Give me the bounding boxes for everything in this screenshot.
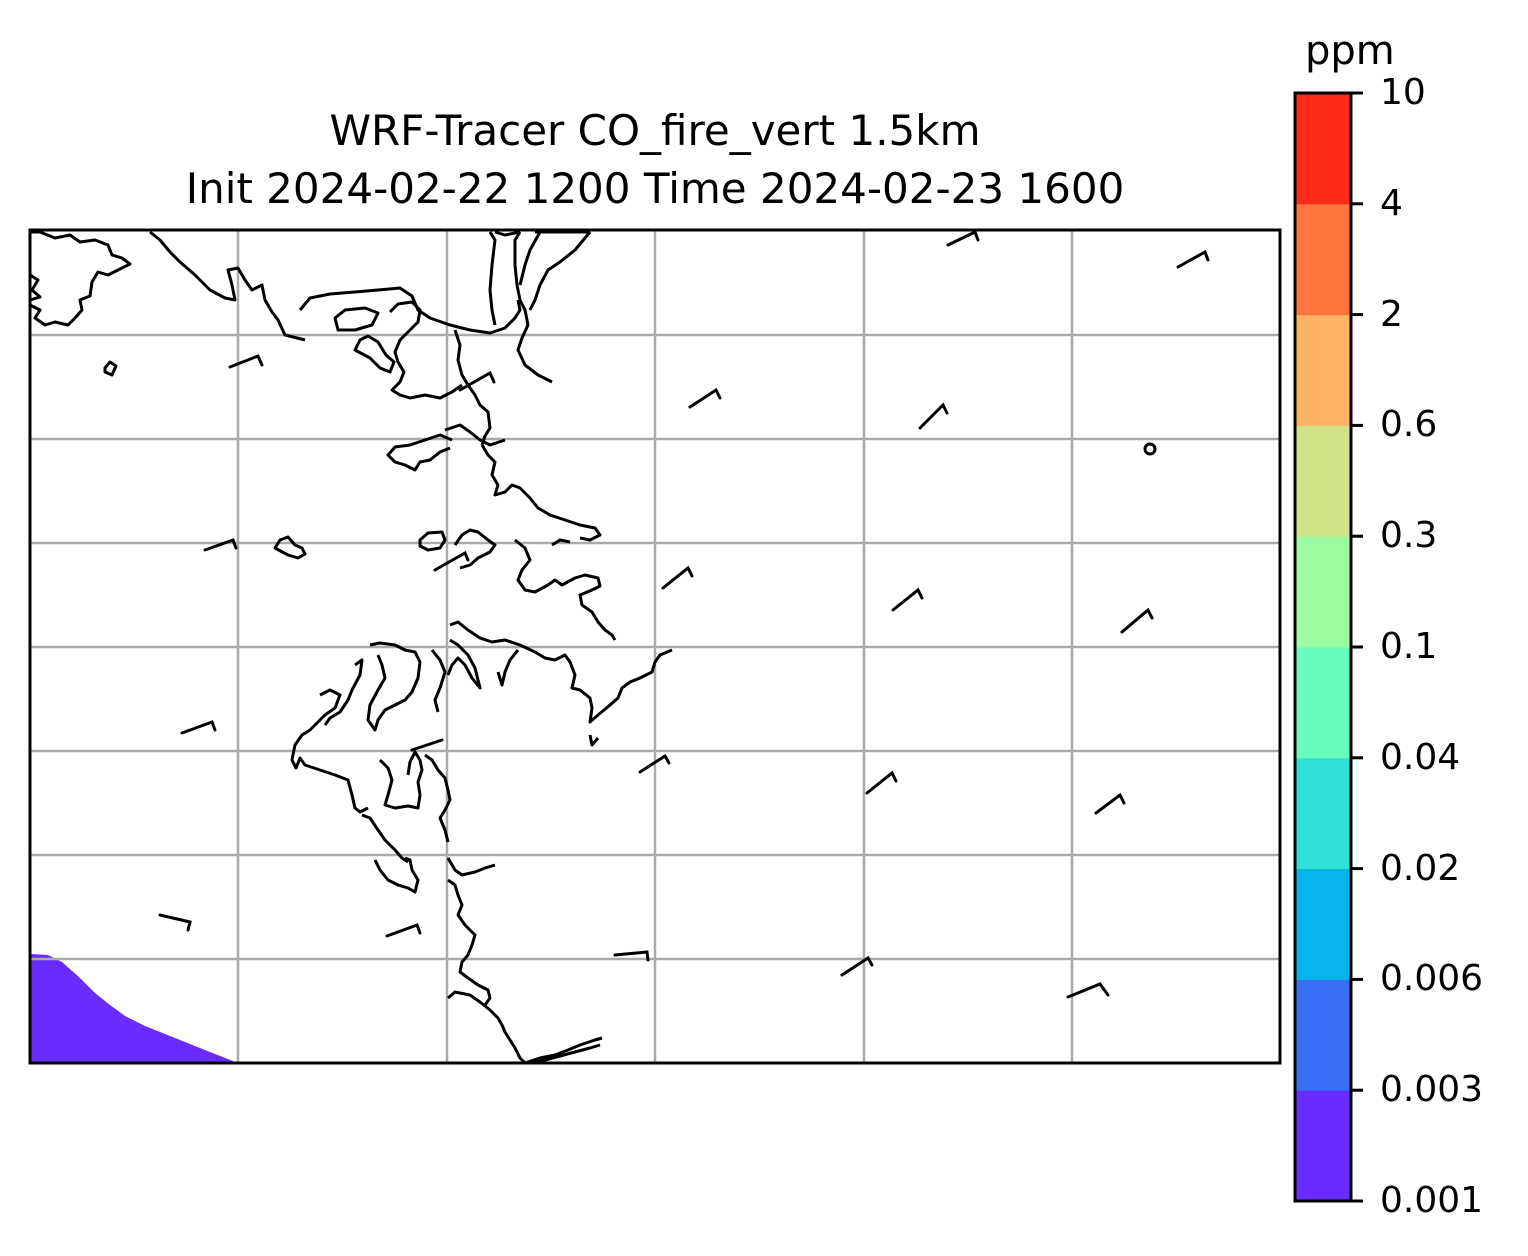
title-line-2: Init 2024-02-22 1200 Time 2024-02-23 160… (185, 164, 1125, 213)
wind-barb (1066, 982, 1110, 999)
wind-barb (158, 913, 192, 932)
colorbar-ticks (1351, 91, 1363, 1203)
colorbar-band (1295, 314, 1351, 426)
colorbar-tick-label: 0.1 (1380, 626, 1438, 667)
wind-barb (1176, 249, 1210, 269)
wind-barb (661, 565, 694, 590)
colorbar-tick-label: 10 (1380, 72, 1426, 113)
wind-barb (180, 720, 217, 735)
colorbar-tick-label: 0.001 (1380, 1180, 1484, 1221)
colorbar-tick-label: 0.3 (1380, 515, 1438, 557)
wind-barb (228, 354, 264, 369)
wind-barb (891, 587, 924, 612)
wind-barb (433, 550, 470, 572)
coastline (29, 230, 1157, 1065)
colorbar-band (1295, 203, 1351, 316)
wind-barb (385, 923, 422, 938)
wind-barb (638, 753, 671, 774)
wind-barb (688, 387, 722, 409)
map-frame (28, 228, 1282, 1065)
colorbar-band (1295, 868, 1351, 980)
colorbar-tick-label: 2 (1380, 293, 1403, 335)
wind-barb (613, 950, 650, 962)
wind-barbs (158, 229, 1210, 999)
colorbar-band (1295, 425, 1351, 537)
wind-barb (840, 955, 874, 977)
wind-barb (410, 738, 444, 752)
wind-barb (1094, 792, 1126, 815)
wind-barb (203, 538, 238, 552)
colorbar-bands (1295, 93, 1351, 1202)
wind-barb (458, 370, 496, 392)
colorbar-tick-label: 0.04 (1380, 736, 1461, 778)
colorbar-tick-label: 0.006 (1380, 958, 1484, 1000)
wind-barb (865, 770, 898, 795)
gridlines (30, 230, 1280, 1063)
colorbar-tick-label: 0.02 (1380, 847, 1461, 889)
colorbar-band (1295, 93, 1351, 205)
colorbar-band (1295, 979, 1351, 1091)
wind-barb (918, 402, 949, 430)
wind-barb (1120, 607, 1154, 634)
colorbar-band (1295, 1090, 1351, 1202)
colorbar-tick-label: 0.003 (1380, 1069, 1484, 1111)
wind-barb (946, 229, 980, 247)
colorbar-band (1295, 647, 1351, 759)
colorbar-unit-label: ppm (1305, 28, 1395, 74)
colorbar-tick-label: 4 (1380, 182, 1403, 224)
title-line-1: WRF-Tracer CO_fire_vert 1.5km (329, 106, 981, 155)
colorbar-tick-label: 0.6 (1380, 404, 1438, 446)
tracer-field (30, 954, 238, 1063)
colorbar-band (1295, 757, 1351, 870)
colorbar-band (1295, 536, 1351, 648)
